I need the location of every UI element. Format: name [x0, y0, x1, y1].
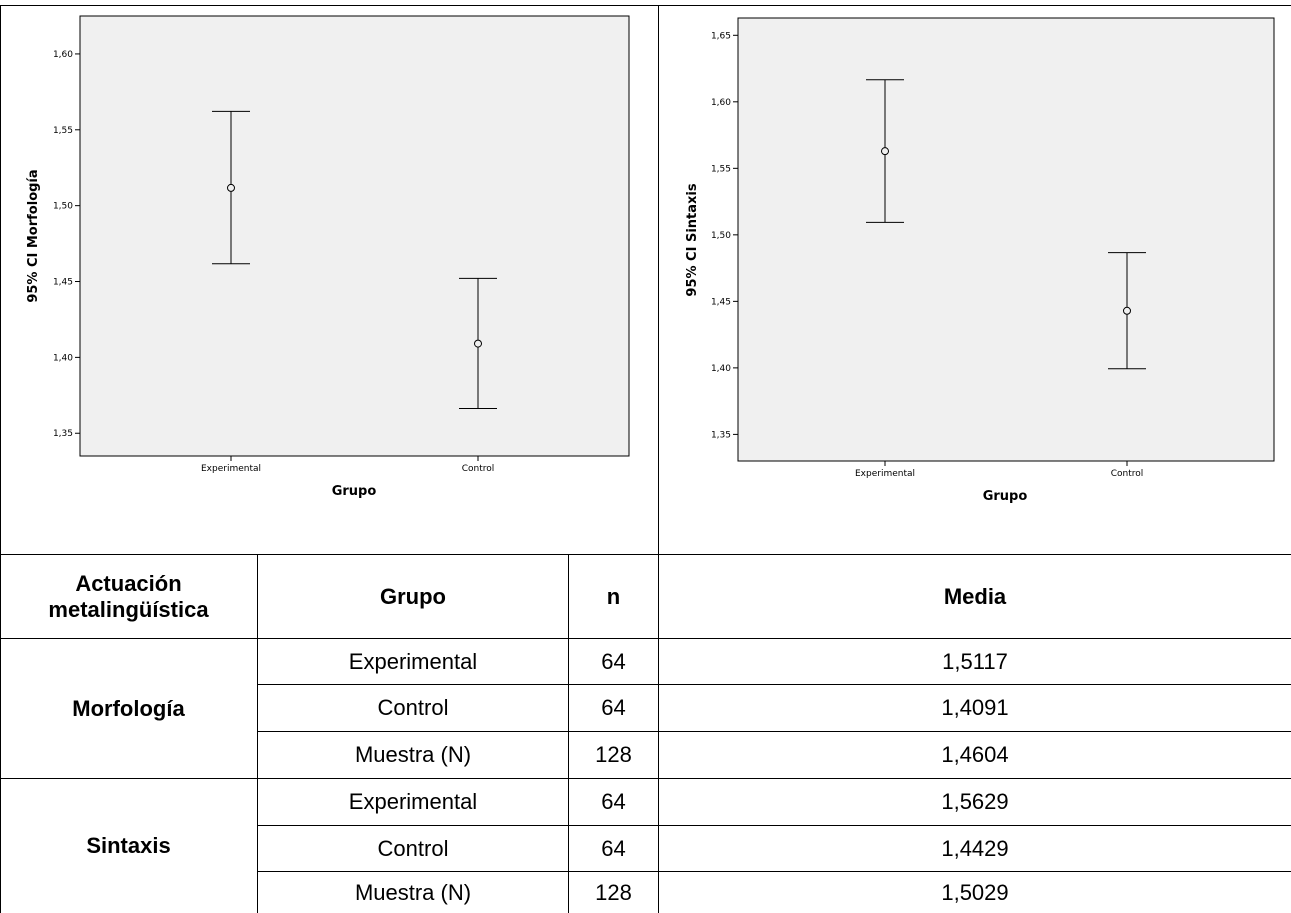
header-n: n: [606, 583, 621, 609]
row-grupo: Control: [377, 695, 449, 720]
row-line-3: [257, 825, 1291, 826]
header-actuacion-line2: metalingüística: [48, 596, 209, 622]
y-axis-label: 95% CI Morfología: [26, 169, 41, 302]
row-n: 64: [601, 648, 626, 674]
y-tick-label: 1,50: [53, 202, 73, 212]
row-media: 1,5117: [942, 648, 1008, 674]
row-grupo: Experimental: [348, 648, 478, 674]
y-tick-label: 1,35: [711, 430, 731, 440]
row-grupo: Muestra (N): [354, 742, 472, 767]
y-tick-label: 1,40: [711, 364, 731, 374]
row-grupo: Control: [377, 835, 449, 861]
col-divider-2: [568, 554, 569, 913]
x-tick-label: Control: [1111, 469, 1144, 479]
header-actuacion-line1: Actuación: [75, 570, 182, 596]
x-axis-label: Grupo: [332, 484, 377, 499]
group-divider: [0, 778, 1291, 779]
mean-point: [227, 183, 235, 192]
x-tick-label: Control: [462, 464, 495, 474]
row-n: 128: [595, 879, 632, 905]
y-tick-label: 1,55: [53, 126, 73, 136]
row-media: 1,4429: [941, 835, 1009, 861]
header-media: Media: [943, 583, 1007, 609]
y-tick-label: 1,50: [711, 231, 731, 241]
header-actuacion: Actuación metalingüística: [0, 555, 257, 638]
y-tick-label: 1,35: [53, 429, 73, 439]
row-line-4: [257, 871, 1291, 872]
row-media: 1,5629: [941, 789, 1009, 814]
row-line-1: [257, 684, 1291, 685]
mean-point: [474, 339, 482, 348]
y-tick-label: 1,55: [711, 164, 731, 174]
group-sintaxis: Sintaxis: [86, 833, 171, 858]
y-tick-label: 1,40: [53, 353, 73, 363]
x-axis-label: Grupo: [983, 489, 1028, 504]
row-n: 128: [595, 742, 632, 767]
charts-divider: [658, 5, 659, 913]
y-tick-label: 1,60: [53, 50, 73, 60]
mean-point: [1123, 306, 1131, 315]
x-tick-label: Experimental: [201, 464, 261, 474]
top-border: [0, 5, 1291, 6]
left-border: [0, 5, 1, 913]
mean-point: [881, 147, 889, 156]
plot-area: [737, 17, 1275, 462]
y-tick-label: 1,45: [711, 297, 731, 307]
plot-area: [79, 15, 630, 457]
row-media: 1,4604: [941, 742, 1009, 767]
y-axis-label: 95% CI Sintaxis: [685, 183, 700, 296]
y-tick-label: 1,60: [711, 98, 731, 108]
sintaxis-ci-chart: 1,35 1,40 1,45 1,50 1,55 1,60 1,65 Experimental…: [685, 17, 1275, 504]
x-tick-label: Experimental: [855, 469, 915, 479]
header-top-line: [0, 554, 1291, 555]
y-tick-label: 1,45: [53, 278, 73, 288]
header-grupo: Grupo: [380, 583, 446, 609]
row-n: 64: [601, 695, 626, 720]
row-n: 64: [601, 789, 626, 814]
group-morfologia: Morfología: [72, 695, 185, 721]
row-media: 1,4091: [941, 695, 1009, 720]
row-line-2: [257, 731, 1291, 732]
row-media: 1,5029: [941, 879, 1009, 905]
row-grupo: Muestra (N): [354, 879, 472, 905]
col-divider-1: [257, 554, 258, 913]
row-n: 64: [601, 835, 626, 861]
row-grupo: Experimental: [348, 789, 478, 814]
morfologia-ci-chart: 1,35 1,40 1,45 1,50 1,55 1,60 Experimental Cont…: [26, 15, 630, 499]
y-tick-label: 1,65: [711, 31, 731, 41]
header-bottom-line: [0, 638, 1291, 639]
